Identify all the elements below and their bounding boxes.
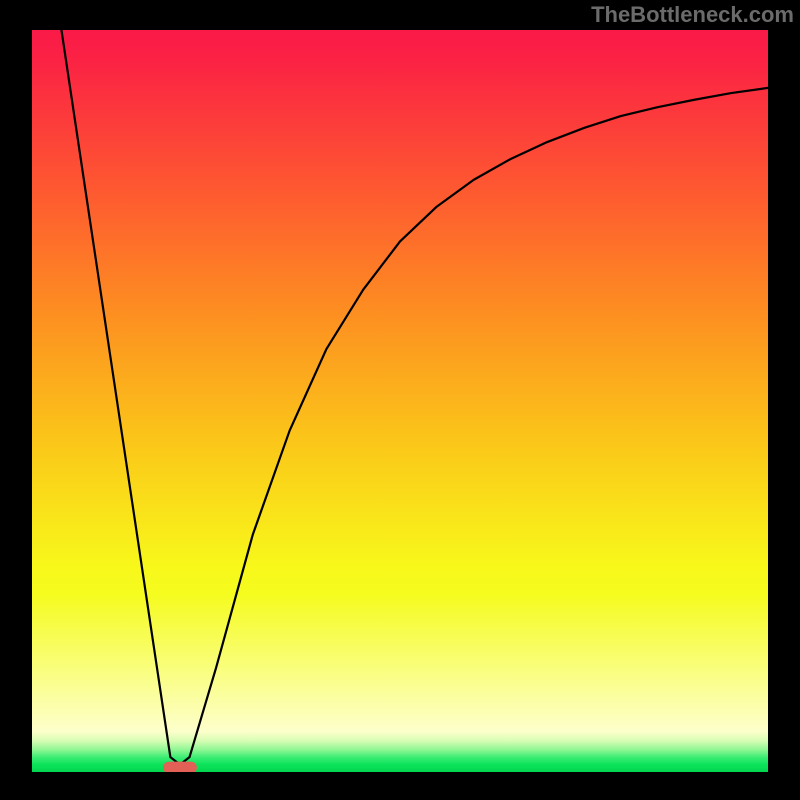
bottleneck-chart [32,30,768,772]
gradient-background [32,30,768,772]
watermark-text: TheBottleneck.com [591,2,794,28]
optimal-marker [163,762,197,772]
chart-container: TheBottleneck.com [0,0,800,800]
